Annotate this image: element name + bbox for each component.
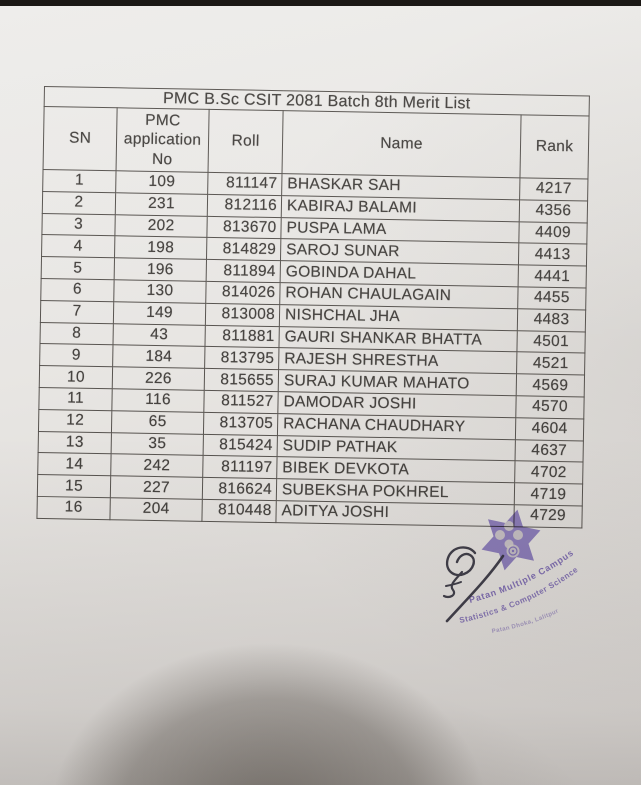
cell-rank: 4441 [518, 264, 587, 288]
cell-rank: 4570 [515, 395, 585, 419]
cell-rank: 4217 [519, 177, 588, 201]
cell-sn: 10 [39, 365, 113, 389]
cell-roll: 813705 [203, 412, 278, 436]
cell-application-no: 198 [114, 236, 207, 260]
cell-sn: 15 [37, 474, 111, 498]
cell-application-no: 116 [111, 388, 205, 413]
cell-rank: 4409 [518, 221, 588, 245]
cell-application-no: 184 [112, 345, 205, 369]
cell-rank: 4604 [515, 417, 584, 441]
cell-sn: 11 [38, 387, 113, 411]
column-header-sn: SN [43, 106, 118, 171]
cell-sn: 1 [42, 169, 117, 193]
cell-application-no: 35 [111, 432, 204, 456]
cell-sn: 14 [37, 452, 112, 476]
column-header-roll: Roll [208, 109, 284, 174]
merit-list-table: PMC B.Sc CSIT 2081 Batch 8th Merit List … [36, 86, 590, 528]
cell-roll: 816624 [202, 477, 277, 501]
cell-roll: 810448 [201, 499, 277, 523]
cell-sn: 12 [38, 409, 112, 433]
cell-sn: 8 [39, 322, 114, 346]
cell-application-no: 231 [115, 192, 208, 216]
column-header-rank: Rank [519, 114, 590, 180]
cell-sn: 7 [40, 300, 114, 324]
cell-sn: 9 [39, 343, 113, 367]
cell-application-no: 196 [114, 257, 207, 282]
cell-application-no: 226 [112, 366, 205, 391]
table-header-row: SN PMC application No Roll Name Rank [43, 106, 590, 180]
cell-rank: 4729 [513, 504, 583, 528]
cell-rank: 4483 [517, 308, 586, 332]
cell-sn: 6 [40, 278, 115, 302]
cell-application-no: 109 [115, 170, 209, 195]
cell-application-no: 204 [109, 497, 203, 522]
cell-roll: 811881 [204, 324, 280, 349]
cell-sn: 2 [42, 191, 116, 215]
cell-sn: 16 [36, 496, 111, 520]
cell-roll: 811894 [206, 259, 281, 283]
column-header-name: Name [282, 110, 522, 178]
cell-application-no: 43 [112, 323, 206, 347]
cell-rank: 4413 [518, 243, 587, 267]
cell-rank: 4455 [517, 286, 587, 310]
cell-roll: 813008 [205, 303, 280, 327]
cell-rank: 4501 [516, 330, 586, 354]
table-tilt-wrapper: PMC B.Sc CSIT 2081 Batch 8th Merit List … [36, 86, 590, 528]
cell-roll: 812116 [207, 194, 282, 218]
cell-application-no: 227 [110, 475, 203, 500]
cell-application-no: 242 [110, 454, 204, 478]
cell-rank: 4569 [516, 373, 585, 397]
cell-rank: 4719 [514, 482, 583, 506]
cell-application-no: 65 [111, 410, 204, 434]
cell-roll: 814026 [205, 281, 281, 305]
cell-sn: 13 [38, 431, 112, 455]
column-header-application-no: PMC application No [116, 107, 210, 173]
cell-sn: 4 [41, 234, 115, 258]
cell-rank: 4637 [515, 439, 584, 463]
cell-name: ADITYA JOSHI [275, 500, 515, 527]
cell-roll: 815655 [204, 368, 279, 392]
cell-sn: 3 [41, 213, 116, 237]
cell-sn: 5 [41, 256, 115, 280]
cell-application-no: 202 [114, 214, 208, 238]
cell-roll: 811147 [207, 172, 283, 196]
cell-rank: 4702 [514, 461, 584, 485]
cell-roll: 813795 [204, 346, 279, 370]
cell-application-no: 130 [113, 279, 207, 304]
photo-top-edge [0, 0, 641, 6]
cell-roll: 811197 [202, 455, 278, 479]
cell-roll: 815424 [203, 433, 278, 457]
table-body: 1 109 811147 BHASKAR SAH 4217 2 231 812116 KABIR… [36, 169, 588, 528]
paper: PMC B.Sc CSIT 2081 Batch 8th Merit List … [0, 5, 641, 785]
cell-roll: 814829 [206, 237, 281, 261]
cell-roll: 811527 [203, 390, 279, 414]
cell-rank: 4521 [516, 352, 585, 376]
cell-application-no: 149 [113, 301, 206, 325]
cell-roll: 813670 [206, 215, 282, 240]
cell-rank: 4356 [519, 199, 588, 223]
